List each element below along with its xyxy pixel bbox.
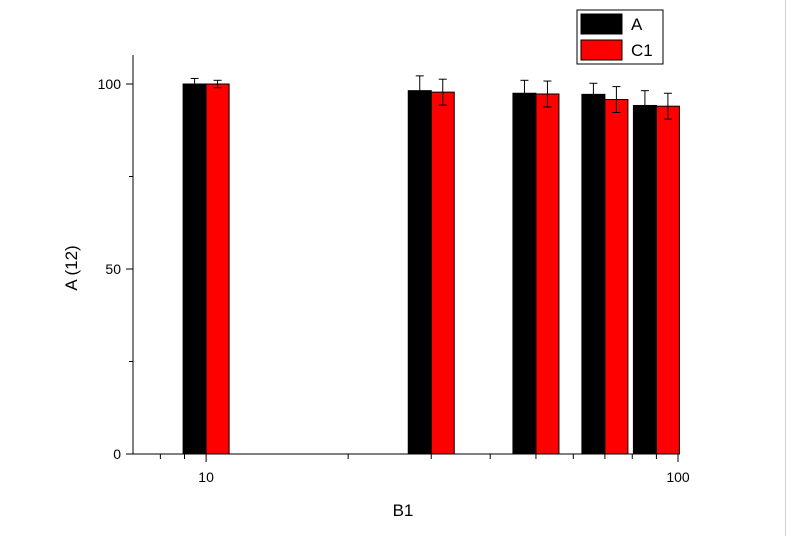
window-edge-line bbox=[785, 0, 786, 536]
bar-c1-90 bbox=[655, 105, 680, 455]
y-tick-label: 50 bbox=[105, 261, 121, 277]
bar-a-90 bbox=[632, 104, 657, 455]
y-tick-label: 0 bbox=[113, 446, 121, 462]
bar-a-10 bbox=[182, 83, 207, 455]
legend-label-c1: C1 bbox=[631, 41, 653, 60]
bar-c1-50 bbox=[535, 93, 560, 455]
bar-c1-30 bbox=[430, 91, 455, 455]
bar-a-30 bbox=[407, 90, 432, 455]
legend-label-a: A bbox=[631, 15, 643, 34]
legend-swatch-c1 bbox=[580, 39, 623, 61]
bar-c1-70 bbox=[604, 99, 629, 455]
x-axis-title: B1 bbox=[393, 501, 414, 520]
legend-swatch-a bbox=[580, 13, 623, 35]
axes-layer bbox=[132, 55, 678, 455]
legend: A C1 bbox=[576, 9, 664, 65]
bar-c1-10 bbox=[205, 83, 230, 455]
x-tick-label: 100 bbox=[666, 469, 690, 485]
ticks-layer: 0 50 100 10 100 bbox=[98, 76, 690, 485]
x-tick-label: 10 bbox=[198, 469, 214, 485]
bar-a-70 bbox=[581, 93, 606, 455]
y-tick-label: 100 bbox=[98, 76, 122, 92]
bar-a-50 bbox=[512, 92, 537, 455]
y-axis-title: A (12) bbox=[62, 245, 81, 290]
bars-layer bbox=[182, 75, 680, 455]
